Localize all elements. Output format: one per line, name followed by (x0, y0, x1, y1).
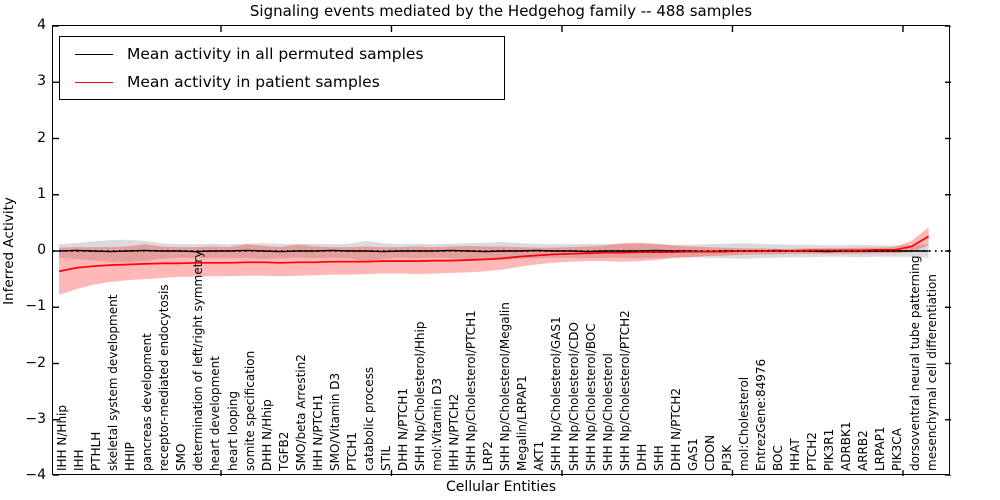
y-tick-label: −2 (25, 354, 46, 371)
x-category-label: TGFB2 (276, 431, 291, 471)
x-category-label: LRPAP1 (873, 426, 888, 471)
x-category-label: PIK3R1 (822, 428, 837, 471)
x-category-label: SHH Np/Cholesterol/PTCH1 (464, 310, 479, 471)
chart-title: Signaling events mediated by the Hedgeho… (249, 2, 753, 20)
y-tick-label: −1 (25, 298, 46, 315)
legend-label: Mean activity in patient samples (127, 73, 380, 91)
x-category-label: ADRBK1 (839, 421, 854, 471)
x-category-label: skeletal system development (106, 294, 121, 471)
y-tick-label: 2 (37, 129, 46, 146)
y-tick-label: 0 (37, 242, 46, 258)
x-category-label: heart looping (225, 391, 240, 471)
x-category-label: BOC (771, 445, 786, 471)
legend-entry-permuted: Mean activity in all permuted samples (60, 41, 504, 67)
x-category-label: HHIP (123, 442, 138, 471)
x-category-label: SHH (651, 445, 666, 471)
x-category-label: DHH (634, 443, 649, 471)
x-category-label: DHH N/PTCH2 (668, 387, 683, 471)
patient-mean-line (58, 235, 930, 273)
x-category-label: IHH N/PTCH2 (447, 393, 462, 471)
plot-area: IHH N/Hhip IHH PTHLH skeletal system develo… (52, 25, 951, 476)
x-category-label: STIL (378, 445, 393, 471)
x-category-label: SMO/Vitamin D3 (327, 372, 342, 471)
x-category-label: PTCH2 (805, 432, 820, 471)
permuted-line-sample-icon (75, 53, 113, 55)
x-category-label: mol:Cholesterol (737, 376, 751, 471)
x-category-label: SHH Np/Cholesterol/Megalin (498, 302, 513, 471)
x-category-label: receptor-mediated endocytosis (157, 284, 172, 471)
x-category-label: ARRB2 (856, 430, 871, 471)
x-category-label: GAS1 (685, 438, 700, 471)
patient-confidence-band (59, 227, 929, 295)
y-tick-label: 1 (37, 185, 46, 202)
x-category-label: CDON (702, 434, 717, 471)
x-category-label: Megalin/LRPAP1 (515, 375, 530, 471)
x-category-label: determination of left/right symmetry (191, 250, 206, 471)
x-category-label: AKT1 (532, 440, 547, 471)
y-tick-label: −3 (25, 410, 46, 427)
x-category-label: IHH (72, 449, 87, 471)
x-category-label: PIK3CA (890, 428, 905, 471)
x-category-label: PTCH1 (344, 432, 359, 471)
x-category-label: SHH Np/Cholesterol/GAS1 (549, 316, 564, 471)
y-tick-label: 3 (37, 73, 46, 90)
x-category-label: PTHLH (89, 431, 104, 471)
y-tick-label: 4 (37, 17, 46, 33)
x-category-label: catabolic process (361, 366, 376, 471)
x-category-label: dorsoventral neural tube patterning (907, 255, 922, 471)
x-category-label: heart development (208, 356, 223, 471)
x-category-label: HHAT (788, 438, 803, 471)
legend-entry-patient: Mean activity in patient samples (60, 69, 504, 95)
x-category-label: SHH Np/Cholesterol/CDO (566, 322, 581, 471)
x-category-label: pancreas development (140, 333, 155, 471)
x-category-label: somite specification (242, 350, 257, 471)
x-category-label: PI3K (719, 444, 734, 471)
x-category-label: SHH Np/Cholesterol (600, 353, 615, 471)
x-category-label: SMO (174, 443, 189, 471)
x-category-label: SMO/beta Arrestin2 (293, 354, 308, 471)
y-tick-label: −4 (25, 467, 46, 483)
patient-line-sample-icon (75, 81, 113, 83)
x-category-label: SHH Np/Cholesterol/PTCH2 (617, 310, 632, 471)
legend: Mean activity in all permuted samples Me… (59, 36, 505, 100)
x-category-label: EntrezGene:84976 (754, 358, 769, 471)
legend-label: Mean activity in all permuted samples (127, 45, 424, 63)
x-axis-label: Cellular Entities (445, 479, 557, 495)
x-category-label: IHH N/Hhip (55, 405, 69, 471)
x-category-label: LRP2 (481, 441, 496, 471)
x-category-label: DHH N/PTCH1 (396, 387, 410, 471)
x-category-label: mesenchymal cell differentiation (924, 274, 939, 471)
x-category-label: mol:Vitamin D3 (430, 377, 445, 471)
chart-canvas (53, 26, 951, 476)
x-category-label: DHH N/Hhip (259, 399, 274, 471)
x-category-label: SHH Np/Cholesterol/Hhip (413, 321, 428, 471)
x-category-label: IHH N/PTCH1 (310, 393, 325, 471)
x-category-label: SHH Np/Cholesterol/BOC (583, 323, 598, 471)
